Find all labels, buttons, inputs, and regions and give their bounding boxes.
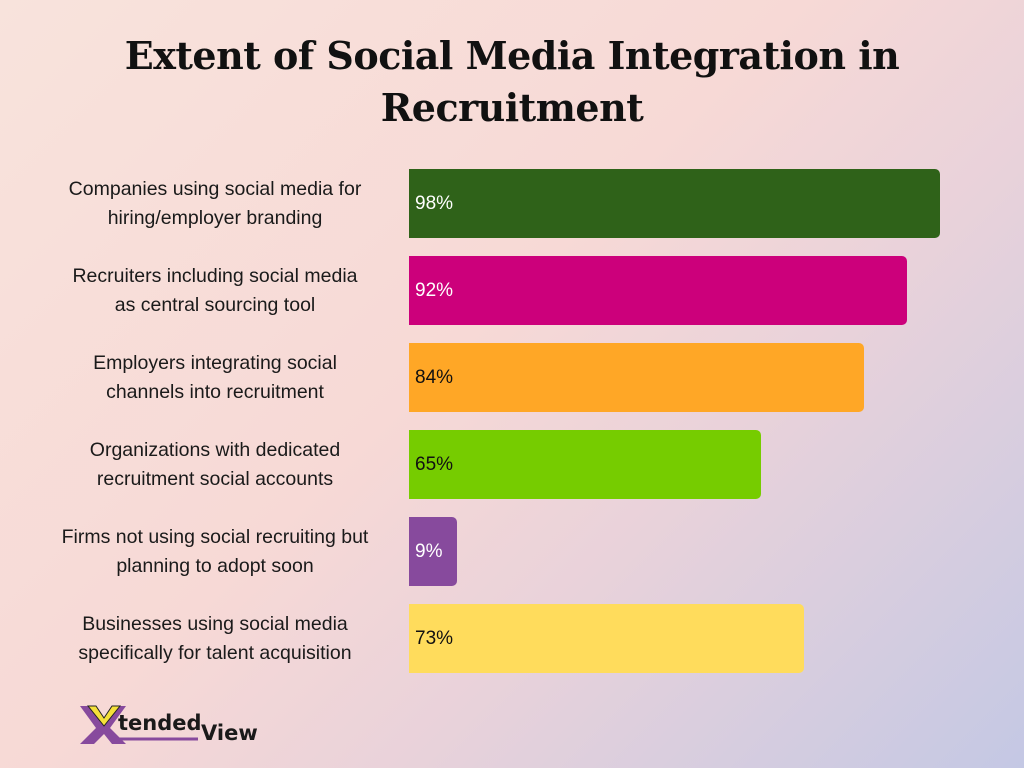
bar: 65% [409, 430, 761, 499]
category-label: Businesses using social media specificall… [30, 604, 400, 674]
category-label-line: Companies using social media for [68, 178, 362, 200]
category-label-line: recruitment social accounts [96, 468, 334, 490]
category-label-line: channels into recruitment [106, 381, 324, 403]
value-label: 9% [415, 540, 443, 562]
bar-row: Companies using social media for hiring/e… [0, 169, 1024, 239]
value-label: 92% [415, 279, 454, 301]
bar: 9% [409, 517, 457, 586]
category-label-line: Organizations with dedicated [89, 439, 341, 461]
category-label-line: hiring/employer branding [107, 207, 323, 229]
svg-text:tended: tended [118, 711, 202, 735]
category-label-line: Businesses using social media [82, 613, 348, 635]
category-label: Organizations with dedicated recruitment … [30, 430, 400, 500]
chart-title: Extent of Social Media Integration in Re… [0, 30, 1024, 134]
bar: 92% [409, 256, 907, 325]
bar-row: Employers integrating social channels int… [0, 343, 1024, 413]
category-label-line: Recruiters including social media [72, 265, 358, 287]
category-label: Firms not using social recruiting but pla… [30, 517, 400, 587]
bar-row: Organizations with dedicated recruitment … [0, 430, 1024, 500]
value-label: 65% [415, 453, 454, 475]
category-label-line: as central sourcing tool [114, 294, 316, 316]
bar: 84% [409, 343, 864, 412]
category-label-line: specifically for talent acquisition [78, 642, 352, 664]
bar: 98% [409, 169, 940, 238]
category-label: Recruiters including social media as cent… [30, 256, 400, 326]
title-line-1: Extent of Social Media Integration in [124, 33, 900, 78]
xtendedview-logo: tended View [80, 705, 258, 745]
bar-row: Businesses using social media specificall… [0, 604, 1024, 674]
category-label-line: Firms not using social recruiting but [61, 526, 369, 548]
bar: 73% [409, 604, 804, 673]
bar-row: Firms not using social recruiting but pla… [0, 517, 1024, 587]
bar-row: Recruiters including social media as cent… [0, 256, 1024, 326]
value-label: 84% [415, 366, 454, 388]
category-label: Employers integrating social channels int… [30, 343, 400, 413]
value-label: 73% [415, 627, 454, 649]
title-line-2: Recruitment [380, 85, 644, 130]
value-label: 98% [415, 192, 454, 214]
category-label-line: planning to adopt soon [116, 555, 314, 577]
category-label-line: Employers integrating social [93, 352, 337, 374]
svg-text:View: View [201, 721, 258, 745]
category-label: Companies using social media for hiring/e… [30, 169, 400, 239]
